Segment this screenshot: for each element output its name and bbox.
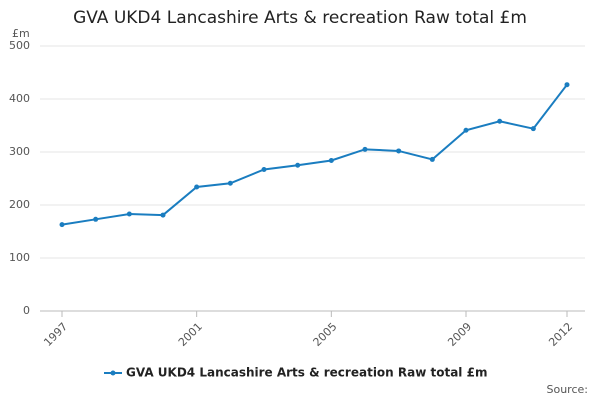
y-tick-label: 200	[9, 198, 30, 211]
series-line	[61, 84, 568, 226]
point	[261, 166, 267, 172]
point	[295, 162, 301, 168]
point	[194, 184, 200, 190]
point	[227, 180, 233, 186]
x-tick-label: 2005	[311, 320, 340, 349]
point	[463, 127, 469, 133]
x-tick-label: 2001	[176, 320, 205, 349]
point	[530, 126, 536, 132]
point	[93, 216, 99, 222]
point	[328, 157, 334, 163]
point	[59, 222, 65, 228]
point	[160, 212, 166, 218]
x-tick-label: 2012	[546, 320, 575, 349]
y-unit: £m	[12, 27, 30, 40]
y-tick-label: 0	[23, 304, 30, 317]
source: Source:	[547, 383, 589, 396]
point	[429, 156, 435, 162]
point	[126, 211, 132, 217]
point	[362, 146, 368, 152]
y-tick-label: 500	[9, 39, 30, 52]
point	[564, 82, 570, 88]
x-tick-label: 1997	[41, 320, 70, 349]
x-tick-label: 2009	[445, 320, 474, 349]
legend-label: GVA UKD4 Lancashire Arts & recreation Ra…	[126, 366, 487, 380]
point	[396, 148, 402, 154]
y-tick-label: 100	[9, 251, 30, 264]
legend-marker	[110, 370, 116, 376]
y-tick-label: 300	[9, 145, 30, 158]
y-tick-label: 400	[9, 92, 30, 105]
chart-title: GVA UKD4 Lancashire Arts & recreation Ra…	[73, 8, 527, 28]
point	[497, 118, 503, 124]
